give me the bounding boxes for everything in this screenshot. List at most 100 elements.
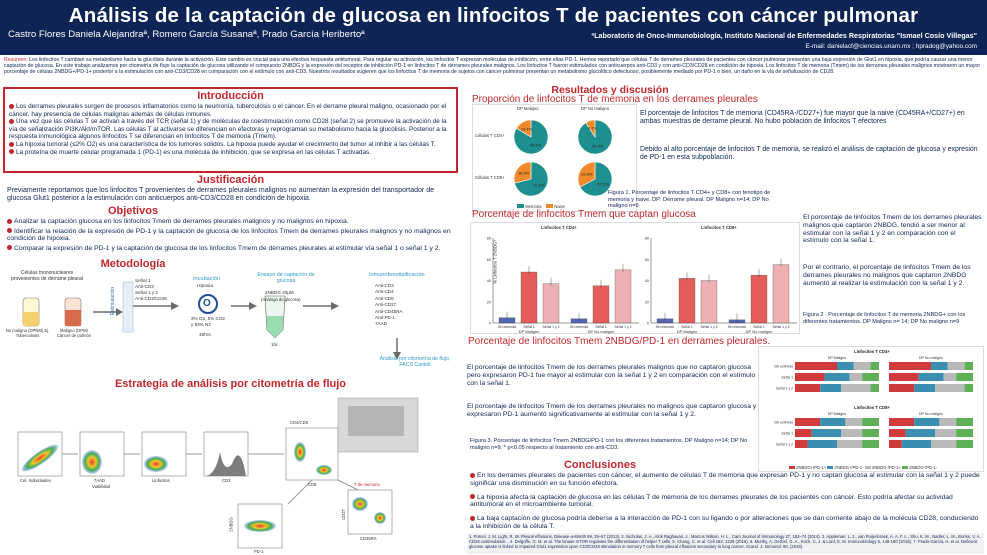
pie-label: 71.1% [533,182,545,187]
methods-diagram: Células mononucleares provenientes de de… [3,268,458,378]
stack-row-label: Señal 1 y 2 [776,443,793,447]
flow-plot-lymphocytes [141,431,187,477]
flow-plot-memory [347,489,393,535]
stack-segment [795,362,837,370]
fig3-panel: Linfocitos T CD4+ DP Maligno Sin estímulo S… [758,346,984,472]
stack-segment [956,373,973,381]
fig1-row-cd4: Células T CD4+ [475,133,505,138]
tick-label: 60 [645,258,649,262]
bar [678,278,696,324]
pie-slice [513,161,532,184]
fig2-title-cd8: Linfocitos T CD8+ [701,225,737,230]
contact-email[interactable]: E-mail: danielacf@ciencias.unam.mx ; hpr… [805,43,977,50]
label-memoria: T de memoria [354,482,380,487]
label-maligno: Maligno (DPM) Cáncer de pulmón [56,328,92,338]
tick-label: 40 [487,279,491,283]
fig2-title-cd4: Linfocitos T CD4+ [541,225,577,230]
stack-segment [841,384,871,392]
stack-row-label: Sin estímulo [774,421,793,425]
stack-group-label: DP Maligno [828,356,847,360]
stack-segment [811,429,842,437]
category-label: Sin estímulo [498,325,517,329]
fig2-text2: Por el contrario, el porcentaje de linfo… [803,264,971,287]
analogo: (Análogo de glucosa) [261,297,301,302]
label-2nbdg: 2NBDG [228,517,234,532]
fig1-panel: DP Maligno DP No maligno Células T CD4+ … [472,104,637,212]
bar [542,283,560,324]
legend-swatch-1 [789,466,795,469]
flow-plot-cd4-cd8 [285,427,339,481]
stack-segment [795,418,821,426]
o2-symbol: O [203,298,211,309]
conclusion-item: En los derrames pleurales de pacientes c… [470,472,980,487]
fig3-title: Porcentaje de linfocitos Tmem 2NBDG/PD-1… [468,336,771,347]
group-label: DP Maligno [677,329,698,334]
stack-segment [964,384,973,392]
fig1-col-nomaligno: DP No maligno [581,106,610,111]
header-bar [0,0,987,55]
label-no-maligno: No maligno (DPNM) Ej. Tuberculosis [5,328,50,338]
stack-segment [862,440,879,448]
stack-segment [931,362,948,370]
fig3-caption: Figura 3. Porcentaje de linfocitos Tmem … [470,438,748,451]
stack-segment [841,429,863,437]
intro-p1: Los derrames pleurales surgen de proceso… [9,103,447,118]
tube-no-maligno-icon [22,297,40,327]
pie-label: 28.9% [518,171,530,176]
stack-segment [914,384,936,392]
legend-swatch-memoria [517,204,524,208]
pie-label: 16.4% [521,126,533,131]
bar [592,285,610,324]
tick-label: 80 [645,237,649,241]
justificacion-text: Previamente reportamos que los linfocito… [7,187,434,202]
tube-maligno-icon [64,297,82,327]
tick-label: 20 [487,300,491,304]
stack-segment [795,384,821,392]
conclusiones-title: Conclusiones [563,459,637,471]
stack-segment [889,418,915,426]
label-viabilidad: Viabilidad [92,484,111,489]
stack-segment [820,384,842,392]
incubacion-title: Incubación [193,276,221,282]
stack-segment [853,362,871,370]
label-estimulacion: Estimulación [110,286,117,316]
objetivos-list: Analizar la captación glucosa en los lin… [7,218,457,252]
flow-plots-svg [17,397,419,549]
stack-title: Linfocitos T CD8+ [854,405,890,410]
intro-p2: Una vez que las células T se activan a t… [9,118,447,141]
o2-icon [198,294,218,314]
tick-label: 0 [489,322,491,326]
label-cd4cd8: CD4/CD8 [290,420,308,425]
category-label: Señal 1 y 2 [543,325,560,329]
stack-segment [862,373,879,381]
stack-segment [964,362,973,370]
stack-segment [889,384,915,392]
category-label: Sin estímulo [728,325,747,329]
category-label: Señal 1 [523,325,535,329]
flow-plot-viability [79,431,125,477]
category-label: Señal 1 y 2 [773,325,790,329]
fig1-text2: Debido al alto porcentaje de linfocitos … [640,146,978,161]
conclusiones-list: En los derrames pleurales de pacientes c… [470,472,982,531]
bullet-icon [9,141,14,147]
objetivo-item: Identificar la relación de la expresión … [7,227,451,243]
stack-segment [935,429,957,437]
bullet-icon [470,472,475,478]
group-label: DP No maligno [746,329,774,334]
pie-label: 9.1% [588,126,598,131]
fig1-row-cd8: Células T CD8+ [475,175,505,180]
label-cd45ra: CD45RA [360,536,377,541]
stack-segment [795,373,825,381]
label-linfocitos: Linfocitos [152,478,170,483]
flow-strategy: Cel. Individuales 7AAD Viabilidad Linfoc… [8,392,458,555]
stack-segment [837,440,863,448]
conclusion-item: La hipoxia afecta la captación de glucos… [470,493,953,509]
pie-slice [516,119,532,138]
abstract-text: Los linfocitos T cambian su metabolismo … [4,57,981,76]
stack-segment [889,373,919,381]
group-label: DP No maligno [588,329,616,334]
stack-segment [956,440,973,448]
stack-segment [943,373,957,381]
time-48: 48hrs. [199,332,212,337]
bar [750,275,768,324]
